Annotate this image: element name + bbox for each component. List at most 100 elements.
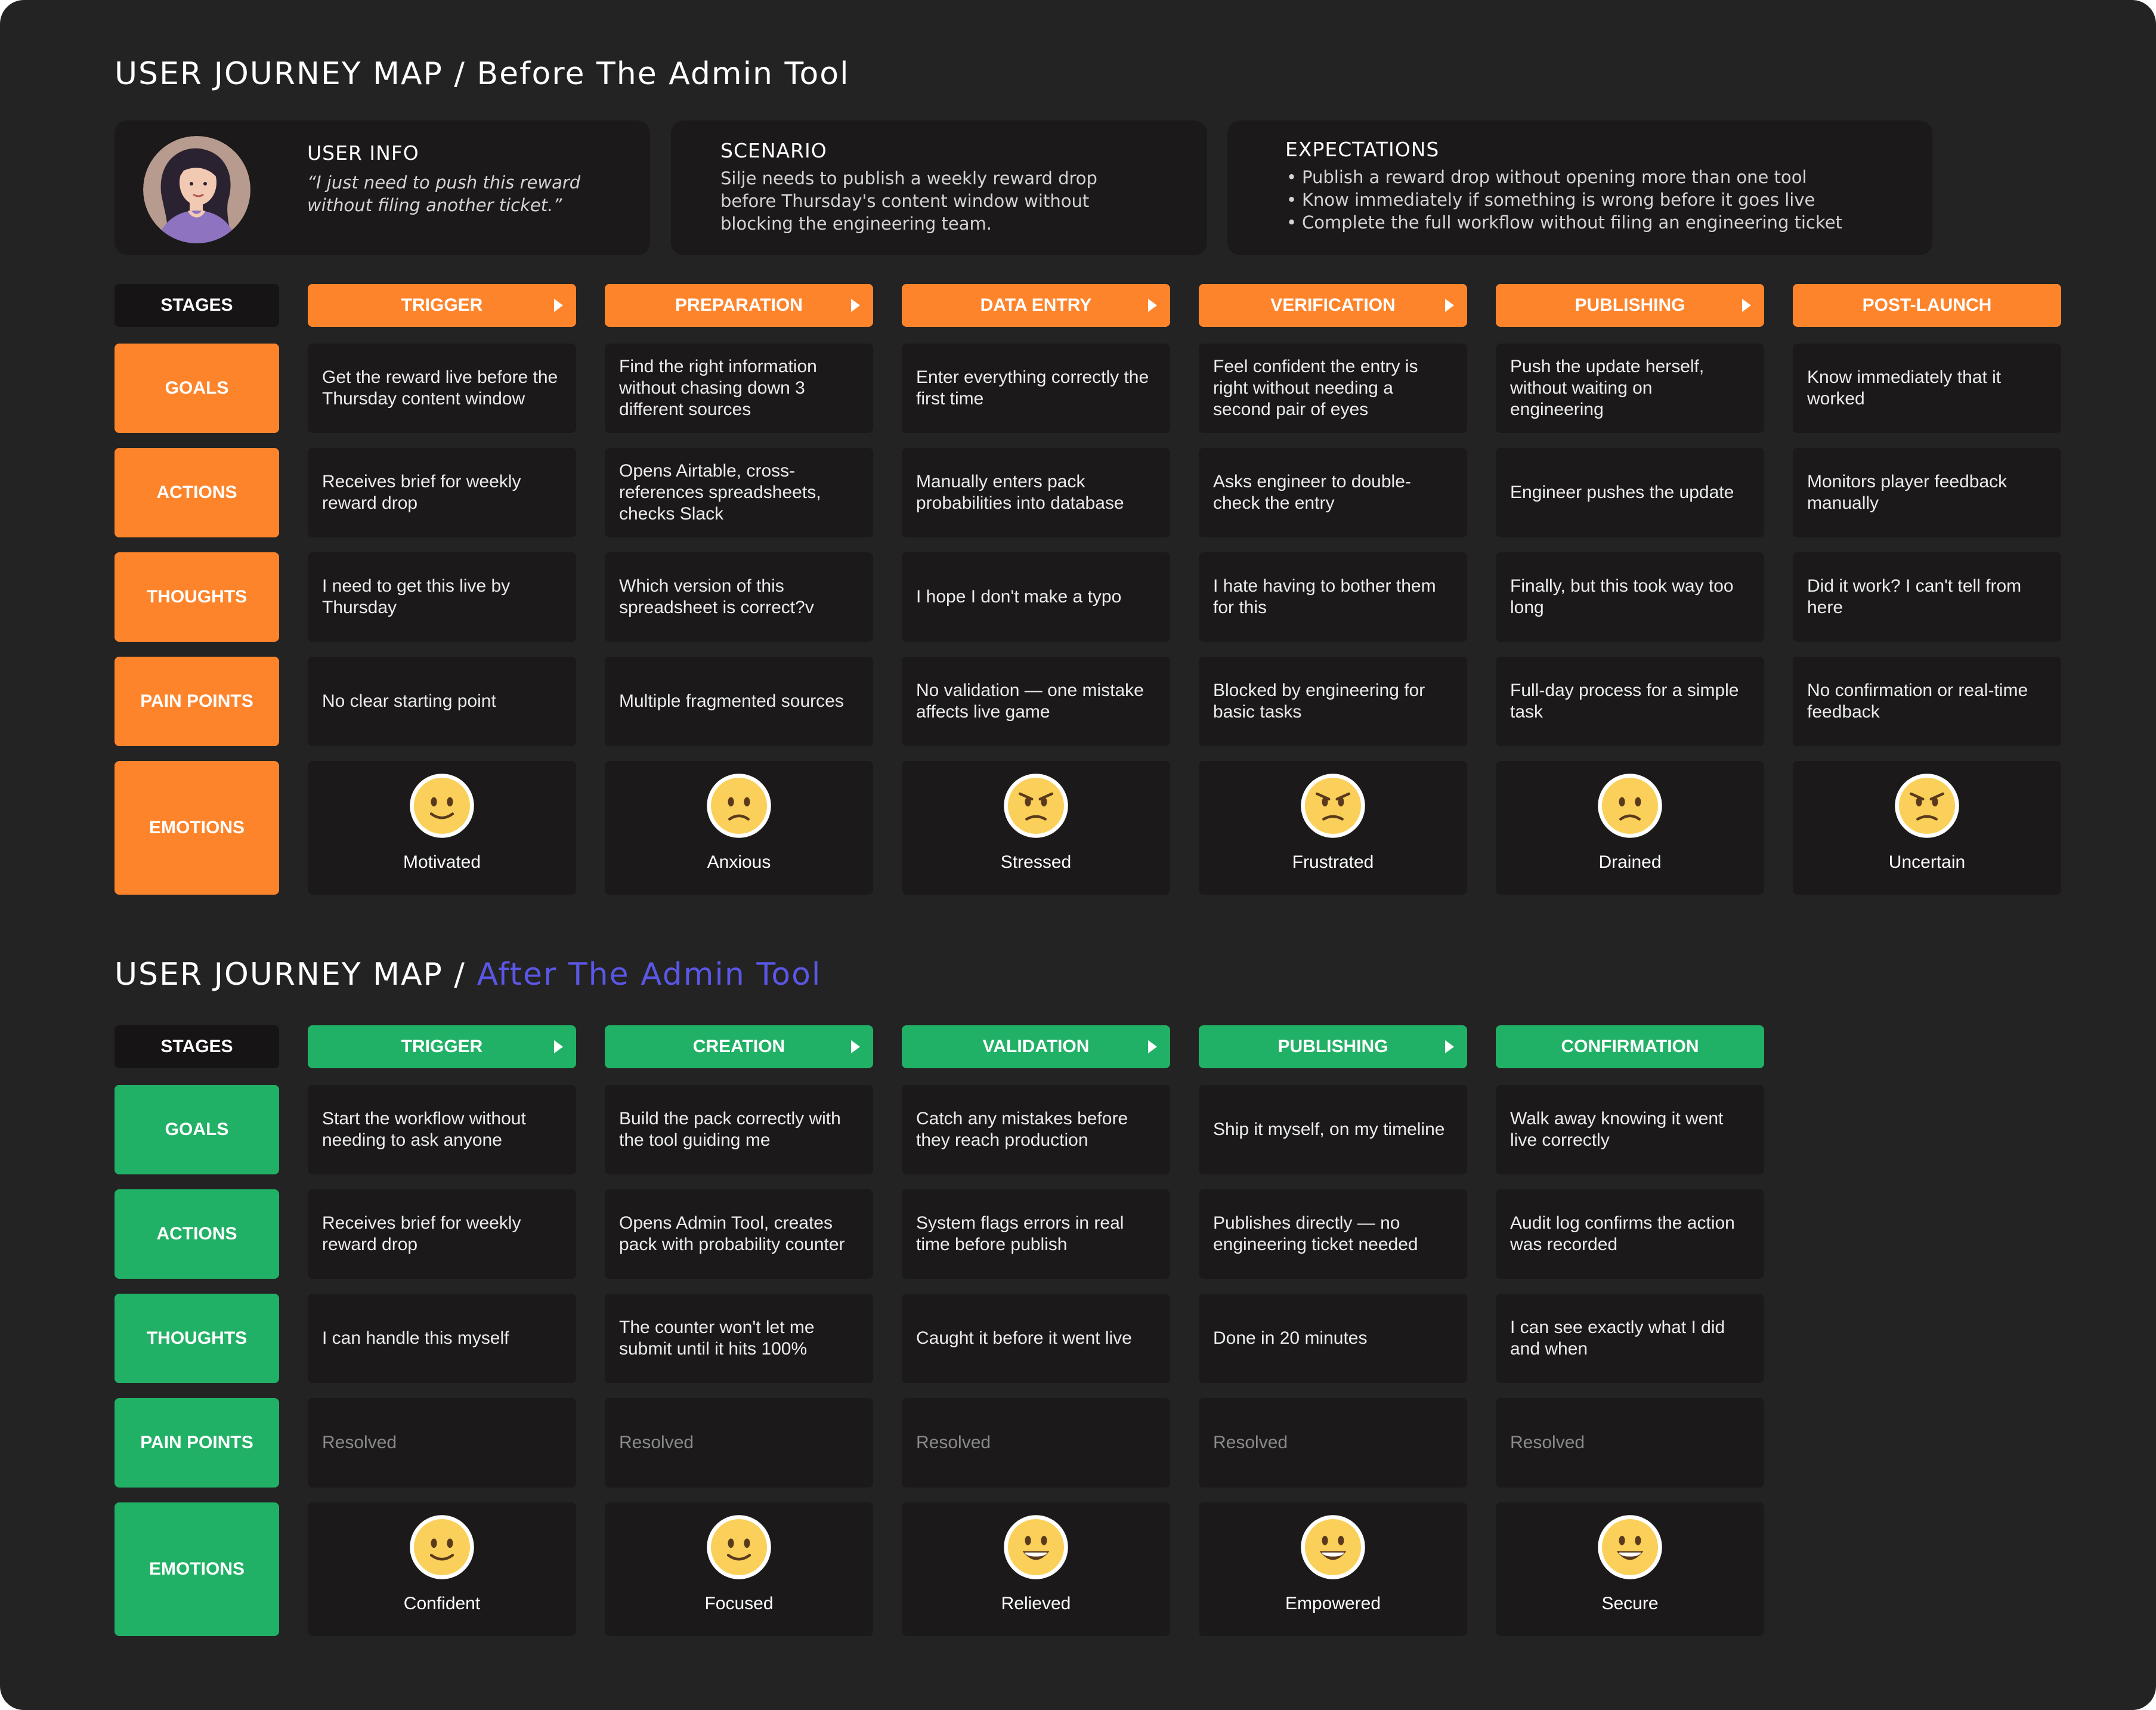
pain-points-cell: Resolved bbox=[902, 1398, 1170, 1488]
emotion-label: Empowered bbox=[1285, 1594, 1381, 1613]
play-arrow-icon bbox=[1148, 299, 1157, 312]
cell-text: Which version of this spreadsheet is cor… bbox=[619, 576, 814, 617]
stage-header: PUBLISHING bbox=[1496, 284, 1764, 327]
expectation-item: Publish a reward drop without opening mo… bbox=[1285, 166, 1842, 188]
scenario-line-2: before Thursday's content window without bbox=[720, 191, 1090, 211]
emotion-cell: Secure bbox=[1496, 1502, 1764, 1636]
cell-text: Publishes directly — no engineering tick… bbox=[1213, 1213, 1418, 1254]
row-label-thoughts: THOUGHTS bbox=[115, 1294, 279, 1383]
goals-cell: Get the reward live before the Thursday … bbox=[308, 344, 576, 433]
worried-face-icon bbox=[1597, 772, 1663, 839]
row-label-goals: GOALS bbox=[115, 344, 279, 433]
row-label-pain-points: PAIN POINTS bbox=[115, 1398, 279, 1488]
cell-text: Get the reward live before the Thursday … bbox=[322, 367, 558, 409]
cell-text: Know immediately that it worked bbox=[1807, 367, 2002, 409]
cell-text: Asks engineer to double-check the entry bbox=[1213, 472, 1411, 513]
cell-text: I hate having to bother them for this bbox=[1213, 576, 1436, 617]
emotion-cell: Drained bbox=[1496, 761, 1764, 895]
cell-text: Receives brief for weekly reward drop bbox=[322, 472, 521, 513]
stage-header: PREPARATION bbox=[605, 284, 873, 327]
stage-label: VALIDATION bbox=[982, 1037, 1090, 1056]
grinning-face-icon bbox=[1597, 1514, 1663, 1581]
after-title-suffix: After The Admin Tool bbox=[477, 957, 822, 992]
pain-points-cell: Multiple fragmented sources bbox=[605, 657, 873, 746]
emotion-label: Frustrated bbox=[1292, 852, 1374, 872]
user-avatar bbox=[143, 136, 250, 243]
thoughts-cell: I can handle this myself bbox=[308, 1294, 576, 1383]
emotion-cell: Stressed bbox=[902, 761, 1170, 895]
scenario-line-3: blocking the engineering team. bbox=[720, 214, 992, 234]
cell-text: Full-day process for a simple task bbox=[1510, 681, 1739, 722]
cell-text: Did it work? I can't tell from here bbox=[1807, 576, 2022, 617]
goals-cell: Ship it myself, on my timeline bbox=[1199, 1085, 1467, 1174]
cell-text: Start the workflow without needing to as… bbox=[322, 1109, 526, 1150]
emotion-cell: Anxious bbox=[605, 761, 873, 895]
cell-text: Finally, but this took way too long bbox=[1510, 576, 1734, 617]
stage-label: TRIGGER bbox=[401, 1037, 483, 1056]
cell-text: I can see exactly what I did and when bbox=[1510, 1318, 1725, 1359]
expectations-card: EXPECTATIONS Publish a reward drop witho… bbox=[1227, 120, 1932, 255]
stage-label: VERIFICATION bbox=[1270, 295, 1396, 315]
pain-points-cell: Full-day process for a simple task bbox=[1496, 657, 1764, 746]
thoughts-cell: Finally, but this took way too long bbox=[1496, 552, 1764, 642]
cell-text: Find the right information without chasi… bbox=[619, 357, 817, 419]
stage-header: TRIGGER bbox=[308, 1025, 576, 1068]
actions-cell: System flags errors in real time before … bbox=[902, 1189, 1170, 1279]
emotion-label: Motivated bbox=[403, 852, 481, 872]
emotion-cell: Confident bbox=[308, 1502, 576, 1636]
pain-points-cell: Blocked by engineering for basic tasks bbox=[1199, 657, 1467, 746]
stage-label: POST-LAUNCH bbox=[1862, 295, 1992, 315]
emotion-cell: Frustrated bbox=[1199, 761, 1467, 895]
user-quote-line-2: without filing another ticket.” bbox=[307, 195, 562, 215]
before-page-title: USER JOURNEY MAP / Before The Admin Tool bbox=[115, 58, 850, 89]
thoughts-cell: I need to get this live by Thursday bbox=[308, 552, 576, 642]
actions-cell: Opens Airtable, cross-references spreads… bbox=[605, 448, 873, 537]
thoughts-cell: Did it work? I can't tell from here bbox=[1793, 552, 2061, 642]
cell-text: Receives brief for weekly reward drop bbox=[322, 1213, 521, 1254]
play-arrow-icon bbox=[1148, 1040, 1157, 1053]
stage-header: VERIFICATION bbox=[1199, 284, 1467, 327]
after-title-prefix: USER JOURNEY MAP / bbox=[115, 957, 477, 992]
thoughts-cell: Done in 20 minutes bbox=[1199, 1294, 1467, 1383]
pain-points-cell: No validation — one mistake affects live… bbox=[902, 657, 1170, 746]
play-arrow-icon bbox=[851, 1040, 860, 1053]
scenario-line-1: Silje needs to publish a weekly reward d… bbox=[720, 168, 1097, 188]
scenario-text: Silje needs to publish a weekly reward d… bbox=[720, 167, 1097, 235]
scenario-card: SCENARIO Silje needs to publish a weekly… bbox=[671, 120, 1207, 255]
emotion-cell: Motivated bbox=[308, 761, 576, 895]
row-label-actions: ACTIONS bbox=[115, 448, 279, 537]
goals-cell: Walk away knowing it went live correctly bbox=[1496, 1085, 1764, 1174]
thoughts-cell: I hope I don't make a typo bbox=[902, 552, 1170, 642]
pain-points-cell: Resolved bbox=[605, 1398, 873, 1488]
play-arrow-icon bbox=[1445, 299, 1454, 312]
after-page-title: USER JOURNEY MAP / After The Admin Tool bbox=[115, 959, 821, 990]
actions-cell: Receives brief for weekly reward drop bbox=[308, 448, 576, 537]
row-label-emotions: EMOTIONS bbox=[115, 1502, 279, 1636]
user-quote-line-1: “I just need to push this reward bbox=[307, 172, 581, 193]
cell-text: Engineer pushes the update bbox=[1510, 483, 1734, 502]
cell-text: Resolved bbox=[1213, 1433, 1288, 1452]
expectations-heading: EXPECTATIONS bbox=[1285, 138, 1440, 161]
row-label-emotions: EMOTIONS bbox=[115, 761, 279, 895]
stage-header: TRIGGER bbox=[308, 284, 576, 327]
expectation-item: Know immediately if something is wrong b… bbox=[1285, 188, 1842, 211]
worried-face-icon bbox=[706, 772, 772, 839]
stage-label: CONFIRMATION bbox=[1561, 1037, 1699, 1056]
pain-points-cell: Resolved bbox=[1199, 1398, 1467, 1488]
pain-points-cell: Resolved bbox=[1496, 1398, 1764, 1488]
stage-label: TRIGGER bbox=[401, 295, 483, 315]
cell-text: Walk away knowing it went live correctly bbox=[1510, 1109, 1724, 1150]
actions-cell: Monitors player feedback manually bbox=[1793, 448, 2061, 537]
before-stages-label: STAGES bbox=[115, 284, 279, 327]
expectation-item: Complete the full workflow without filin… bbox=[1285, 211, 1842, 234]
thoughts-cell: Which version of this spreadsheet is cor… bbox=[605, 552, 873, 642]
cell-text: Resolved bbox=[1510, 1433, 1585, 1452]
cell-text: Ship it myself, on my timeline bbox=[1213, 1120, 1445, 1139]
cell-text: I hope I don't make a typo bbox=[916, 587, 1122, 607]
user-info-heading: USER INFO bbox=[307, 141, 419, 165]
actions-cell: Manually enters pack probabilities into … bbox=[902, 448, 1170, 537]
emotion-label: Secure bbox=[1601, 1594, 1659, 1613]
stage-header: VALIDATION bbox=[902, 1025, 1170, 1068]
emotion-label: Drained bbox=[1598, 852, 1662, 872]
cell-text: Audit log confirms the action was record… bbox=[1510, 1213, 1735, 1254]
